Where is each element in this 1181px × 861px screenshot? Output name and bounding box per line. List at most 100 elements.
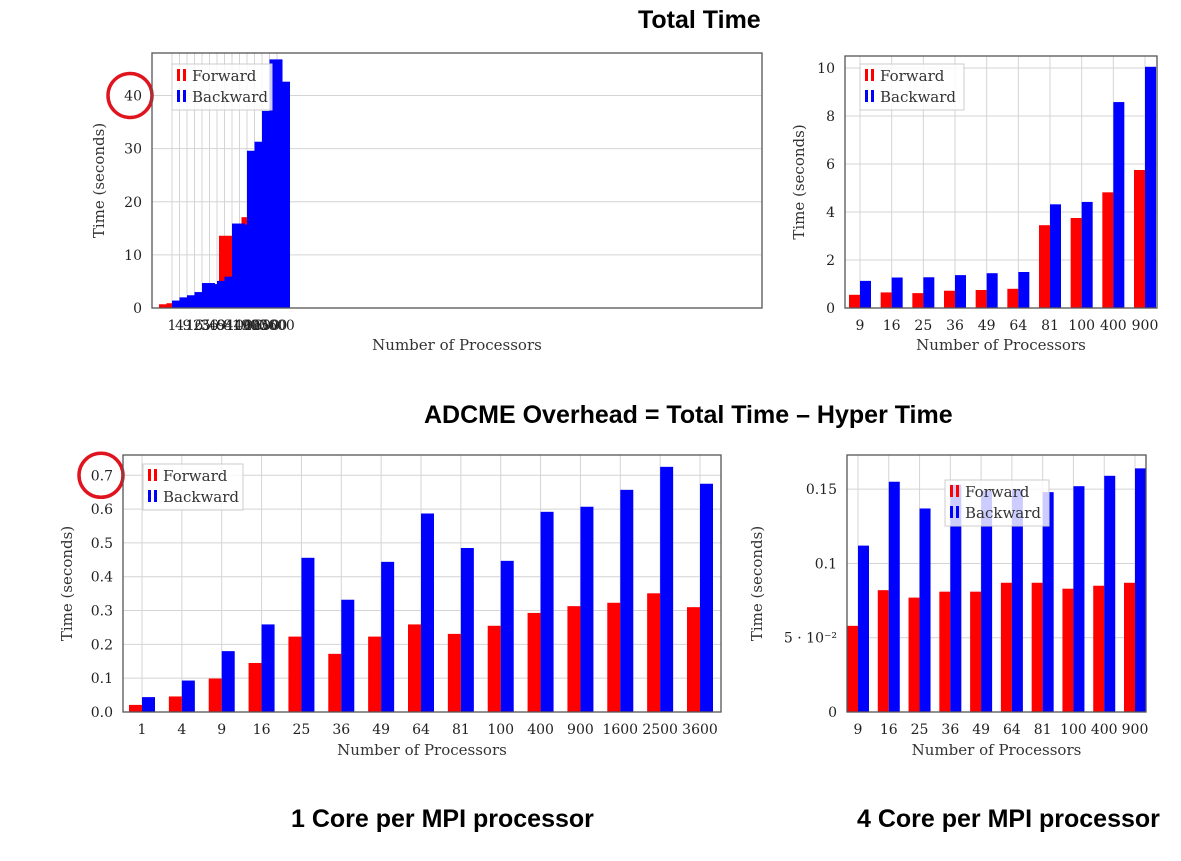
legend-swatch <box>154 469 157 481</box>
x-tick-label: 36 <box>946 318 964 334</box>
x-tick-label: 100 <box>1060 722 1087 738</box>
legend-swatch <box>865 69 868 81</box>
bar-backward <box>700 483 713 712</box>
legend-swatch <box>950 506 953 518</box>
bar-forward <box>1102 192 1114 308</box>
legend-swatch <box>177 69 180 81</box>
bar-forward <box>970 591 982 712</box>
x-tick-label: 3600 <box>682 722 718 738</box>
legend-swatch <box>865 90 868 102</box>
legend-swatch <box>183 90 186 102</box>
bar-backward <box>860 280 871 308</box>
legend-swatch <box>177 90 180 102</box>
y-tick-label: 20 <box>124 195 142 211</box>
y-tick-label: 0.3 <box>91 604 113 620</box>
legend-swatch <box>871 90 874 102</box>
bar-backward <box>540 511 554 712</box>
y-tick-label: 5 · 10⁻² <box>784 631 837 647</box>
bar-forward <box>908 597 920 712</box>
bar-backward <box>1081 201 1093 308</box>
bar-backward <box>221 651 235 712</box>
y-tick-label: 4 <box>826 205 835 221</box>
bar-forward <box>159 304 172 308</box>
x-axis-label: Number of Processors <box>912 741 1082 759</box>
x-axis-label: Number of Processors <box>337 741 507 759</box>
legend-box <box>944 479 1050 527</box>
bar-forward <box>1000 582 1012 712</box>
bar-forward <box>647 593 661 712</box>
legend-label: Forward <box>965 483 1030 501</box>
bar-backward <box>891 277 903 308</box>
bar-forward <box>1124 582 1135 712</box>
x-tick-label: 100 <box>487 722 514 738</box>
bar-backward <box>381 561 395 712</box>
x-tick-label: 49 <box>972 722 990 738</box>
bar-backward <box>1135 468 1146 712</box>
bar-backward <box>888 481 900 712</box>
legend-label: Forward <box>880 67 945 85</box>
legend-label: Backward <box>192 88 268 106</box>
bar-forward <box>527 612 541 712</box>
bar-backward <box>277 81 290 308</box>
x-tick-label: 400 <box>527 722 554 738</box>
x-tick-label: 36 <box>941 722 959 738</box>
bar-forward <box>208 678 222 712</box>
x-tick-label: 81 <box>223 318 241 334</box>
x-tick-label: 900 <box>1132 318 1159 334</box>
bar-backward <box>620 489 634 712</box>
legend-box <box>859 63 965 111</box>
bar-forward <box>847 625 858 712</box>
bar-forward <box>1039 225 1050 308</box>
bar-backward <box>341 599 355 712</box>
y-tick-label: 10 <box>817 61 835 77</box>
bar-forward <box>368 636 382 712</box>
legend-label: Forward <box>163 467 228 485</box>
x-tick-label: 16 <box>880 722 898 738</box>
x-tick-label: 9 <box>854 722 863 738</box>
x-tick-label: 9 <box>217 722 226 738</box>
legend-swatch <box>950 485 953 497</box>
bar-backward <box>460 547 474 712</box>
y-tick-label: 0.1 <box>91 671 113 687</box>
bar-forward <box>129 704 142 712</box>
bar-backward <box>950 484 962 712</box>
legend-swatch <box>183 69 186 81</box>
bar-forward <box>567 606 581 712</box>
bar-backward <box>919 508 931 712</box>
bar-forward <box>288 636 302 712</box>
bar-forward <box>912 293 924 308</box>
bar-backward <box>923 277 935 308</box>
y-tick-label: 2 <box>826 253 835 269</box>
bar-forward <box>487 625 501 712</box>
bar-backward <box>1145 66 1156 308</box>
y-tick-label: 0.7 <box>91 468 113 484</box>
x-tick-label: 49 <box>978 318 996 334</box>
legend-swatch <box>148 490 151 502</box>
x-tick-label: 16 <box>883 318 901 334</box>
x-axis-label: Number of Processors <box>372 336 542 354</box>
y-tick-label: 0.4 <box>91 570 113 586</box>
bar-backward <box>981 490 993 712</box>
y-tick-label: 10 <box>124 248 142 264</box>
y-tick-label: 0.1 <box>815 556 837 572</box>
x-tick-label: 900 <box>1122 722 1149 738</box>
bar-forward <box>447 633 461 712</box>
x-tick-label: 9 <box>183 318 192 334</box>
plot-frame <box>122 454 722 713</box>
x-tick-label: 64 <box>1003 722 1021 738</box>
x-tick-label: 25 <box>293 722 311 738</box>
x-tick-label: 100 <box>226 318 253 334</box>
y-tick-label: 40 <box>124 89 142 105</box>
y-axis-label: Time (seconds) <box>90 123 108 238</box>
x-tick-label: 9 <box>856 318 865 334</box>
x-axis-label: Number of Processors <box>916 336 1086 354</box>
legend-box <box>142 463 244 511</box>
bar-forward <box>849 294 860 308</box>
bar-forward <box>877 590 889 712</box>
x-tick-label: 81 <box>1041 318 1059 334</box>
y-tick-label: 0.2 <box>91 637 113 653</box>
bar-backward <box>1018 272 1030 308</box>
